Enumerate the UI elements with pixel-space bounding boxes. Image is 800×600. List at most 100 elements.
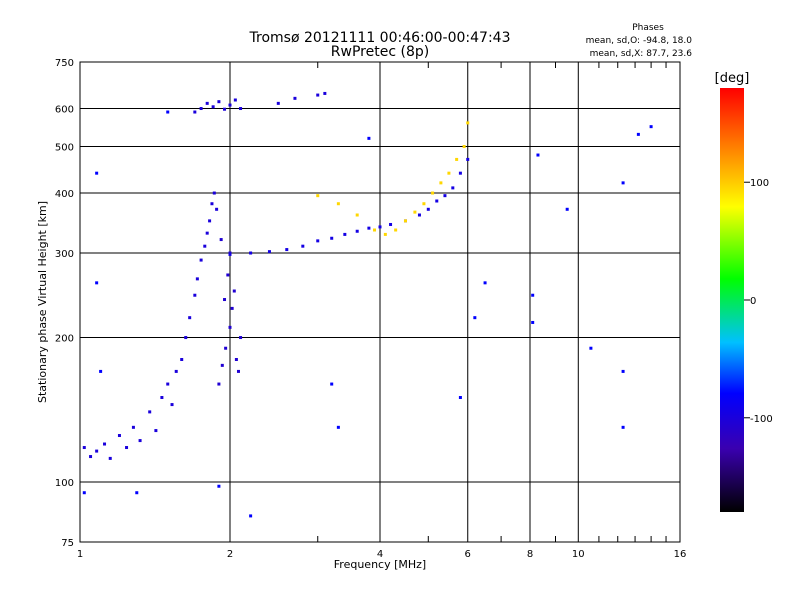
data-point: [203, 244, 207, 248]
phases-line-o: mean, sd,O: -94.8, 18.0: [586, 36, 693, 46]
data-point: [330, 382, 334, 386]
data-point: [389, 222, 393, 226]
data-point: [336, 425, 340, 429]
data-point: [82, 446, 86, 450]
x-tick-label: 6: [465, 549, 471, 560]
data-point: [103, 442, 107, 446]
data-point: [249, 251, 253, 255]
x-tick-label: 4: [377, 549, 383, 560]
data-point: [228, 252, 232, 256]
data-point: [138, 439, 142, 443]
data-point: [193, 110, 197, 114]
point-layer: [82, 91, 653, 518]
data-point: [211, 105, 215, 109]
data-point: [636, 132, 640, 136]
data-point: [148, 410, 152, 414]
data-point: [210, 202, 214, 206]
data-point: [565, 207, 569, 211]
data-point: [233, 98, 237, 102]
data-point: [394, 228, 398, 232]
data-point: [217, 100, 221, 104]
data-point: [226, 273, 230, 277]
data-point: [166, 110, 170, 114]
data-point: [343, 232, 347, 236]
data-point: [205, 231, 209, 235]
data-point: [621, 181, 625, 185]
plot-frame: [79, 61, 681, 543]
data-point: [336, 202, 340, 206]
data-point: [422, 202, 426, 206]
data-point: [195, 277, 199, 281]
data-point: [451, 186, 455, 190]
colorbar: [720, 88, 744, 512]
colorbar-ticks: 100 0 -100: [744, 178, 773, 425]
y-tick-label: 600: [55, 105, 74, 116]
data-point: [166, 382, 170, 386]
x-tick-label: 16: [674, 549, 687, 560]
y-tick-label: 750: [55, 58, 74, 69]
data-point: [236, 369, 240, 373]
y-tick-label: 75: [61, 538, 74, 549]
data-point: [483, 281, 487, 285]
data-point: [462, 145, 466, 149]
x-tick-label: 1: [77, 549, 83, 560]
y-axis-label: Stationary phase Virtual Height [km]: [36, 201, 49, 403]
data-point: [330, 236, 334, 240]
data-point: [473, 316, 477, 320]
data-point: [378, 225, 382, 229]
chart-title: Tromsø 20121111 00:46:00-00:47:43: [249, 30, 511, 46]
data-point: [301, 244, 305, 248]
data-point: [219, 238, 223, 242]
data-point: [285, 248, 289, 252]
y-tick-label: 400: [55, 189, 74, 200]
data-point: [536, 153, 540, 157]
data-point: [413, 210, 417, 214]
data-point: [234, 357, 238, 361]
data-point: [95, 281, 99, 285]
data-point: [466, 121, 470, 125]
data-point: [239, 107, 243, 111]
data-point: [174, 369, 178, 373]
data-point: [205, 101, 209, 105]
y-tick-label: 500: [55, 143, 74, 154]
data-point: [193, 293, 197, 297]
data-point: [95, 449, 99, 453]
data-point: [223, 107, 227, 111]
data-point: [89, 455, 93, 459]
data-point: [232, 289, 236, 293]
y-tick-label: 200: [55, 334, 74, 345]
data-point: [125, 446, 129, 450]
phases-title: Phases: [632, 23, 664, 33]
x-tick-label: 2: [227, 549, 233, 560]
data-point: [108, 456, 112, 460]
phases-line-x: mean, sd,X: 87.7, 23.6: [590, 49, 693, 59]
x-tick-label: 8: [527, 549, 533, 560]
data-point: [589, 346, 593, 350]
data-point: [117, 434, 121, 438]
data-point: [443, 194, 447, 198]
colorbar-tick-label: -100: [750, 414, 773, 425]
data-point: [355, 229, 359, 233]
tick-layer: 1 2 4 6 8 10 16 75 100 200 300 400 500 600 750: [55, 58, 686, 560]
data-point: [417, 213, 421, 217]
data-point: [621, 369, 625, 373]
data-point: [212, 191, 216, 195]
data-point: [230, 306, 234, 310]
data-point: [199, 258, 203, 262]
data-point: [439, 181, 443, 185]
x-axis-label: Frequency [MHz]: [334, 558, 426, 571]
data-point: [367, 226, 371, 230]
colorbar-label: [deg]: [715, 71, 750, 86]
data-point: [323, 91, 327, 95]
data-point: [135, 491, 139, 495]
data-point: [95, 171, 99, 175]
data-point: [215, 207, 219, 211]
data-point: [180, 357, 184, 361]
data-point: [220, 363, 224, 367]
data-point: [373, 228, 377, 232]
data-point: [223, 298, 227, 302]
data-point: [217, 484, 221, 488]
colorbar-tick-label: 0: [750, 296, 756, 307]
data-point: [367, 136, 371, 140]
